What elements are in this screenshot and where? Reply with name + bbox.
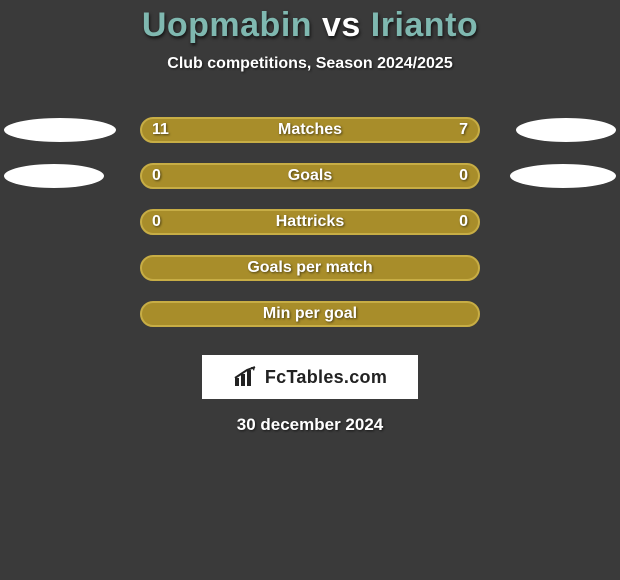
title-vs: vs [322,6,361,45]
player2-name: Irianto [371,6,478,45]
player2-badge [516,118,616,142]
player1-badge [4,118,116,142]
stat-bar: 0 Hattricks 0 [140,209,480,235]
brand-badge: FcTables.com [202,355,418,399]
date-text: 30 december 2024 [0,415,620,435]
stat-row-matches: 11 Matches 7 [0,107,620,153]
stat-value-left: 11 [152,121,169,139]
stat-row-mpg: Min per goal [0,291,620,337]
stat-rows: 11 Matches 7 0 Goals 0 0 Hattricks 0 [0,107,620,337]
player1-name: Uopmabin [142,6,312,45]
stat-bar: Min per goal [140,301,480,327]
stat-label: Goals [142,167,478,185]
brand-chart-icon [233,366,259,388]
stat-label: Min per goal [142,305,478,323]
brand-text: FcTables.com [265,367,387,388]
stat-label: Matches [142,121,478,139]
stat-bar: 11 Matches 7 [140,117,480,143]
stat-row-goals: 0 Goals 0 [0,153,620,199]
stat-value-left: 0 [152,167,161,185]
stat-row-gpm: Goals per match [0,245,620,291]
stat-value-right: 7 [459,121,468,139]
stat-bar: 0 Goals 0 [140,163,480,189]
player1-badge [4,164,104,188]
player2-badge [510,164,616,188]
stat-label: Hattricks [142,213,478,231]
stat-bar: Goals per match [140,255,480,281]
stat-value-right: 0 [459,167,468,185]
stat-label: Goals per match [142,259,478,277]
subtitle: Club competitions, Season 2024/2025 [0,55,620,73]
stat-row-hattricks: 0 Hattricks 0 [0,199,620,245]
stat-value-right: 0 [459,213,468,231]
page-title: Uopmabin vs Irianto [0,0,620,45]
stat-value-left: 0 [152,213,161,231]
comparison-infographic: Uopmabin vs Irianto Club competitions, S… [0,0,620,580]
